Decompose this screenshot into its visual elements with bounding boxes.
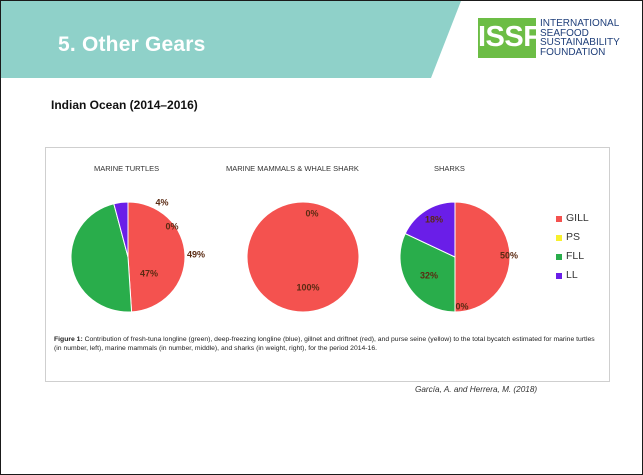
legend-label-gill: GILL	[566, 212, 589, 224]
legend-swatch-ps	[556, 235, 562, 241]
caption-text: Contribution of fresh-tuna longline (gre…	[54, 336, 595, 353]
logo-line: SUSTAINABILITY	[540, 37, 620, 48]
pie-slice-marine-turtles-ll	[113, 201, 129, 258]
title-banner	[1, 1, 461, 78]
legend-item-fll: FLL	[556, 250, 608, 270]
pie-label-marine-turtles-fll: 47%	[140, 268, 158, 278]
slide-subtitle: Indian Ocean (2014–2016)	[51, 98, 198, 112]
pie-label-marine-mammals-gill: 100%	[296, 282, 319, 292]
pie-slice-sharks-gill	[454, 201, 511, 313]
pie-label-marine-turtles-ps: 0%	[165, 221, 178, 231]
pie-slice-sharks-fll	[399, 232, 456, 313]
pie-label-sharks-gill: 50%	[500, 250, 518, 260]
pie-slice-marine-turtles-gill	[127, 201, 186, 313]
pie-slice-marine-mammals-gill	[246, 201, 360, 313]
issf-logo: ISSF INTERNATIONAL SEAFOOD SUSTAINABILIT…	[478, 18, 628, 58]
figure-caption: Figure 1: Contribution of fresh-tuna lon…	[54, 335, 602, 354]
chart-legend: GILL PS FLL LL	[556, 212, 608, 289]
pie-title-marine-mammals: MARINE MAMMALS & WHALE SHARK	[226, 164, 359, 173]
legend-swatch-ll	[556, 273, 562, 279]
legend-item-ll: LL	[556, 269, 608, 289]
legend-label-ps: PS	[566, 231, 581, 243]
pie-charts: 49% 0% 47% 4% 100% 0% 50% 0% 32% 18%	[70, 197, 518, 313]
legend-swatch-fll	[556, 254, 562, 260]
pie-label-marine-mammals-ps: 0%	[305, 208, 318, 218]
logo-line: INTERNATIONAL	[540, 18, 620, 29]
pie-label-sharks-fll: 32%	[420, 270, 438, 280]
pie-label-sharks-ps: 0%	[455, 301, 468, 311]
pie-slice-marine-turtles-fll	[70, 203, 133, 313]
legend-swatch-gill	[556, 216, 562, 222]
pie-slice-sharks-ll	[404, 201, 456, 258]
pie-title-sharks: SHARKS	[434, 164, 465, 173]
figure: MARINE TURTLES MARINE MAMMALS & WHALE SH…	[45, 147, 610, 382]
legend-item-gill: GILL	[556, 212, 608, 232]
logo-box: ISSF	[478, 18, 541, 58]
logo-letters: ISSF	[478, 21, 541, 53]
pie-label-marine-turtles-gill: 49%	[187, 249, 205, 259]
logo-line: SEAFOOD	[540, 27, 589, 39]
caption-label: Figure 1:	[54, 336, 83, 343]
citation: García, A. and Herrera, M. (2018)	[415, 385, 538, 394]
logo-line: FOUNDATION	[540, 46, 606, 58]
legend-item-ps: PS	[556, 231, 608, 251]
pie-label-sharks-ll: 18%	[425, 214, 443, 224]
pie-title-marine-turtles: MARINE TURTLES	[94, 164, 160, 173]
legend-label-ll: LL	[566, 269, 578, 281]
logo-text: INTERNATIONAL SEAFOOD SUSTAINABILITY FOU…	[540, 19, 620, 57]
pie-label-marine-turtles-ll: 4%	[155, 197, 168, 207]
slide-title: 5. Other Gears	[58, 33, 206, 56]
legend-label-fll: FLL	[566, 250, 585, 262]
